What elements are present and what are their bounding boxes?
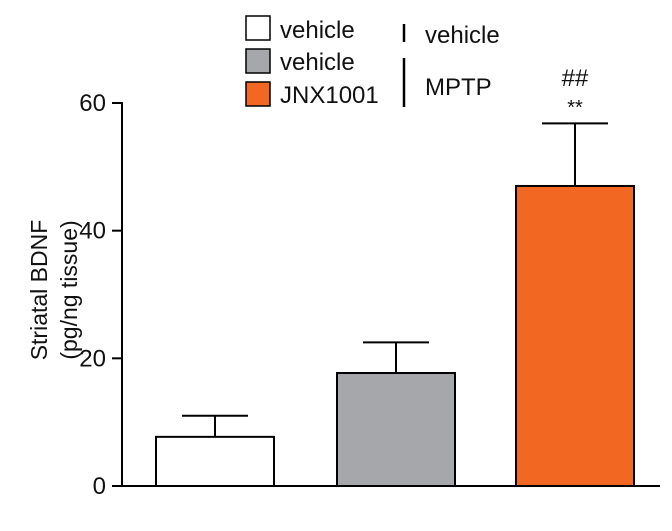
significance-hash: ## — [562, 65, 589, 92]
y-axis-label-line1: Striatal BDNF — [26, 220, 52, 361]
bar — [515, 184, 635, 487]
legend-swatch-vehicle-mptp — [245, 48, 271, 74]
legend-label-vehicle-mptp: vehicle — [280, 49, 355, 76]
significance-stars: ** — [567, 97, 583, 119]
y-axis-label-line2: (pg/ng tissue) — [56, 220, 82, 359]
y-tick-label: 20 — [79, 345, 106, 372]
group-label-mptp: MPTP — [425, 74, 492, 101]
legend-label-jnx1001: JNX1001 — [280, 82, 379, 109]
y-tick-label: 40 — [79, 218, 106, 245]
y-ticks: 0 20 40 60 — [79, 90, 122, 500]
y-tick-label: 60 — [79, 90, 106, 117]
legend-swatch-vehicle — [245, 15, 271, 41]
bar — [336, 372, 456, 488]
legend-swatch-jnx1001 — [245, 81, 271, 107]
group-label-vehicle: vehicle — [425, 22, 500, 49]
bars — [155, 122, 635, 488]
y-tick-label: 0 — [93, 473, 106, 500]
bar — [155, 435, 275, 487]
legend: vehicle vehicle JNX1001 vehicle MPTP — [245, 15, 500, 109]
legend-label-vehicle: vehicle — [280, 17, 355, 44]
